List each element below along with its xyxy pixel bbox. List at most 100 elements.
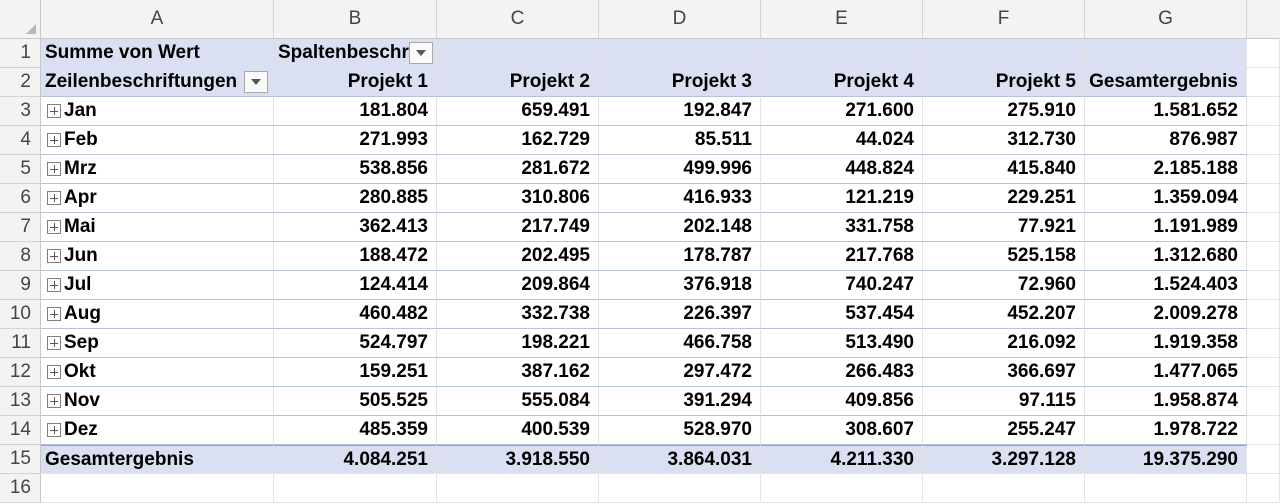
- value-cell[interactable]: 524.797: [274, 329, 437, 358]
- value-cell[interactable]: 97.115: [923, 387, 1085, 416]
- pivot-column-header[interactable]: Projekt 4: [761, 68, 923, 97]
- value-cell[interactable]: 740.247: [761, 271, 923, 300]
- value-cell[interactable]: 538.856: [274, 155, 437, 184]
- column-header-a[interactable]: A: [41, 0, 274, 39]
- grand-total-value[interactable]: 4.211.330: [761, 445, 923, 474]
- value-cell[interactable]: 271.600: [761, 97, 923, 126]
- value-cell[interactable]: 331.758: [761, 213, 923, 242]
- empty-cell[interactable]: [923, 474, 1085, 503]
- column-filter-dropdown-icon[interactable]: [409, 42, 433, 64]
- value-cell[interactable]: 485.359: [274, 416, 437, 445]
- value-cell[interactable]: 525.158: [923, 242, 1085, 271]
- row-header-14[interactable]: 14: [0, 416, 41, 445]
- empty-cell[interactable]: [1247, 184, 1280, 213]
- empty-cell[interactable]: [1247, 300, 1280, 329]
- row-item-okt[interactable]: Okt: [41, 358, 274, 387]
- empty-cell[interactable]: [41, 474, 274, 503]
- empty-cell[interactable]: [1247, 329, 1280, 358]
- grand-total-value[interactable]: 19.375.290: [1085, 445, 1247, 474]
- plus-box-icon[interactable]: [47, 249, 61, 263]
- row-header-9[interactable]: 9: [0, 271, 41, 300]
- value-cell[interactable]: 1.581.652: [1085, 97, 1247, 126]
- row-item-apr[interactable]: Apr: [41, 184, 274, 213]
- value-cell[interactable]: 1.524.403: [1085, 271, 1247, 300]
- empty-cell[interactable]: [1247, 39, 1280, 68]
- row-header-13[interactable]: 13: [0, 387, 41, 416]
- column-header-g[interactable]: G: [1085, 0, 1247, 39]
- pivot-header-cell[interactable]: [923, 39, 1085, 68]
- empty-cell[interactable]: [1247, 68, 1280, 97]
- value-cell[interactable]: 275.910: [923, 97, 1085, 126]
- value-cell[interactable]: 72.960: [923, 271, 1085, 300]
- column-header-c[interactable]: C: [437, 0, 599, 39]
- value-cell[interactable]: 400.539: [437, 416, 599, 445]
- pivot-row-field-label[interactable]: Zeilenbeschriftungen: [41, 68, 274, 97]
- plus-box-icon[interactable]: [47, 162, 61, 176]
- value-cell[interactable]: 460.482: [274, 300, 437, 329]
- row-header-11[interactable]: 11: [0, 329, 41, 358]
- grand-total-value[interactable]: 3.918.550: [437, 445, 599, 474]
- value-cell[interactable]: 537.454: [761, 300, 923, 329]
- value-cell[interactable]: 499.996: [599, 155, 761, 184]
- value-cell[interactable]: 659.491: [437, 97, 599, 126]
- value-cell[interactable]: 452.207: [923, 300, 1085, 329]
- value-cell[interactable]: 376.918: [599, 271, 761, 300]
- row-item-feb[interactable]: Feb: [41, 126, 274, 155]
- value-cell[interactable]: 2.009.278: [1085, 300, 1247, 329]
- plus-box-icon[interactable]: [47, 220, 61, 234]
- empty-cell[interactable]: [1247, 126, 1280, 155]
- value-cell[interactable]: 226.397: [599, 300, 761, 329]
- value-cell[interactable]: 162.729: [437, 126, 599, 155]
- value-cell[interactable]: 281.672: [437, 155, 599, 184]
- pivot-header-cell[interactable]: [599, 39, 761, 68]
- value-cell[interactable]: 266.483: [761, 358, 923, 387]
- plus-box-icon[interactable]: [47, 394, 61, 408]
- value-cell[interactable]: 505.525: [274, 387, 437, 416]
- value-cell[interactable]: 308.607: [761, 416, 923, 445]
- value-cell[interactable]: 415.840: [923, 155, 1085, 184]
- value-cell[interactable]: 181.804: [274, 97, 437, 126]
- row-item-sep[interactable]: Sep: [41, 329, 274, 358]
- plus-box-icon[interactable]: [47, 423, 61, 437]
- value-cell[interactable]: 528.970: [599, 416, 761, 445]
- row-header-1[interactable]: 1: [0, 39, 41, 68]
- value-cell[interactable]: 121.219: [761, 184, 923, 213]
- empty-cell[interactable]: [1247, 416, 1280, 445]
- value-cell[interactable]: 876.987: [1085, 126, 1247, 155]
- select-all-triangle-icon[interactable]: [0, 0, 41, 39]
- grand-total-value[interactable]: 3.864.031: [599, 445, 761, 474]
- column-header-b[interactable]: B: [274, 0, 437, 39]
- pivot-column-header[interactable]: Projekt 2: [437, 68, 599, 97]
- row-item-jan[interactable]: Jan: [41, 97, 274, 126]
- value-cell[interactable]: 466.758: [599, 329, 761, 358]
- plus-box-icon[interactable]: [47, 336, 61, 350]
- value-cell[interactable]: 297.472: [599, 358, 761, 387]
- value-cell[interactable]: 178.787: [599, 242, 761, 271]
- value-cell[interactable]: 312.730: [923, 126, 1085, 155]
- empty-cell[interactable]: [1247, 271, 1280, 300]
- value-cell[interactable]: 44.024: [761, 126, 923, 155]
- plus-box-icon[interactable]: [47, 365, 61, 379]
- empty-cell[interactable]: [1247, 97, 1280, 126]
- empty-cell[interactable]: [1085, 474, 1247, 503]
- row-header-15[interactable]: 15: [0, 445, 41, 474]
- empty-cell[interactable]: [1247, 155, 1280, 184]
- row-item-mai[interactable]: Mai: [41, 213, 274, 242]
- value-cell[interactable]: 217.749: [437, 213, 599, 242]
- value-cell[interactable]: 387.162: [437, 358, 599, 387]
- value-cell[interactable]: 332.738: [437, 300, 599, 329]
- value-cell[interactable]: 1.359.094: [1085, 184, 1247, 213]
- row-header-10[interactable]: 10: [0, 300, 41, 329]
- row-header-12[interactable]: 12: [0, 358, 41, 387]
- row-filter-dropdown-icon[interactable]: [244, 71, 268, 93]
- empty-cell[interactable]: [274, 474, 437, 503]
- row-header-4[interactable]: 4: [0, 126, 41, 155]
- column-header-f[interactable]: F: [923, 0, 1085, 39]
- value-cell[interactable]: 198.221: [437, 329, 599, 358]
- value-cell[interactable]: 1.477.065: [1085, 358, 1247, 387]
- row-item-jun[interactable]: Jun: [41, 242, 274, 271]
- value-cell[interactable]: 188.472: [274, 242, 437, 271]
- pivot-column-header[interactable]: Gesamtergebnis: [1085, 68, 1247, 97]
- value-cell[interactable]: 77.921: [923, 213, 1085, 242]
